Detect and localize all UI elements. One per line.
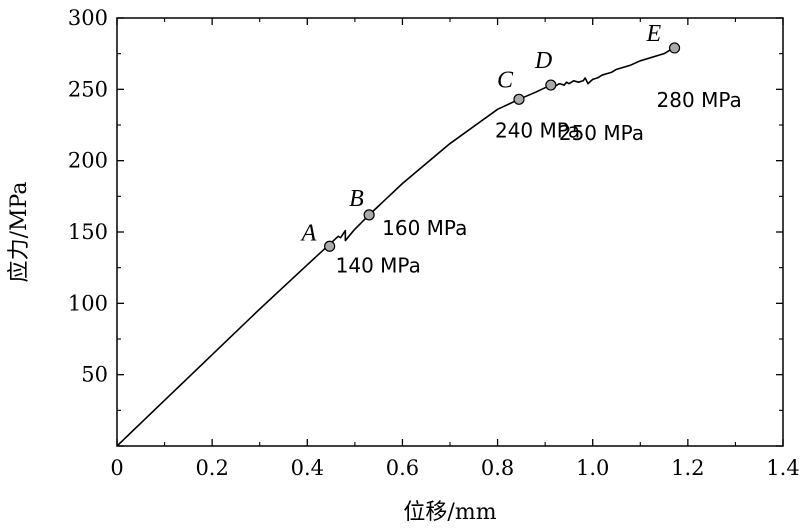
point-value-d: 250 MPa: [559, 121, 644, 145]
y-tick-label: 300: [68, 6, 108, 30]
x-tick-label: 0.2: [195, 456, 228, 480]
y-tick-label: 100: [68, 291, 108, 315]
x-tick-label: 1.4: [766, 456, 799, 480]
point-label-c: C: [497, 67, 514, 93]
point-marker-c: [513, 93, 525, 105]
tick-labels: 0 0.2 0.4 0.6 0.8 1.0 1.2 1.4 50 100 150 200 250 300: [68, 6, 800, 480]
x-tick-label: 0.6: [386, 456, 419, 480]
x-tick-label: 1.0: [576, 456, 609, 480]
point-label-d: D: [534, 48, 552, 74]
y-tick-label: 250: [68, 77, 108, 101]
point-marker-d: [545, 79, 557, 91]
series-line-0: [116, 47, 675, 447]
point-value-b: 160 MPa: [382, 216, 467, 240]
series-layer: [116, 47, 675, 447]
y-tick-label: 150: [68, 220, 108, 244]
point-value-a: 140 MPa: [336, 253, 421, 277]
point-label-b: B: [349, 186, 364, 212]
plot-frame: [116, 17, 784, 447]
point-marker-e: [668, 42, 681, 54]
x-tick-label: 0: [110, 456, 123, 480]
x-tick-label: 0.4: [291, 456, 324, 480]
point-marker-b: [363, 209, 375, 221]
y-tick-label: 200: [68, 149, 108, 173]
point-label-a: A: [300, 220, 317, 246]
point-label-e: E: [646, 21, 662, 47]
point-marker-a: [324, 240, 336, 252]
x-axis-title: 位移/mm: [403, 500, 496, 525]
y-axis-title: 应力/MPa: [7, 182, 32, 283]
annotation-markers: [324, 42, 681, 252]
y-tick-label: 50: [81, 363, 108, 387]
x-tick-label: 1.2: [671, 456, 704, 480]
point-value-c: 240 MPa: [495, 118, 580, 142]
annotation-labels: A 140 MPa B 160 MPa C 240 MPa D 250 MPa E 280 MPa: [300, 21, 742, 277]
point-value-e: 280 MPa: [657, 88, 742, 112]
x-tick-label: 0.8: [481, 456, 514, 480]
